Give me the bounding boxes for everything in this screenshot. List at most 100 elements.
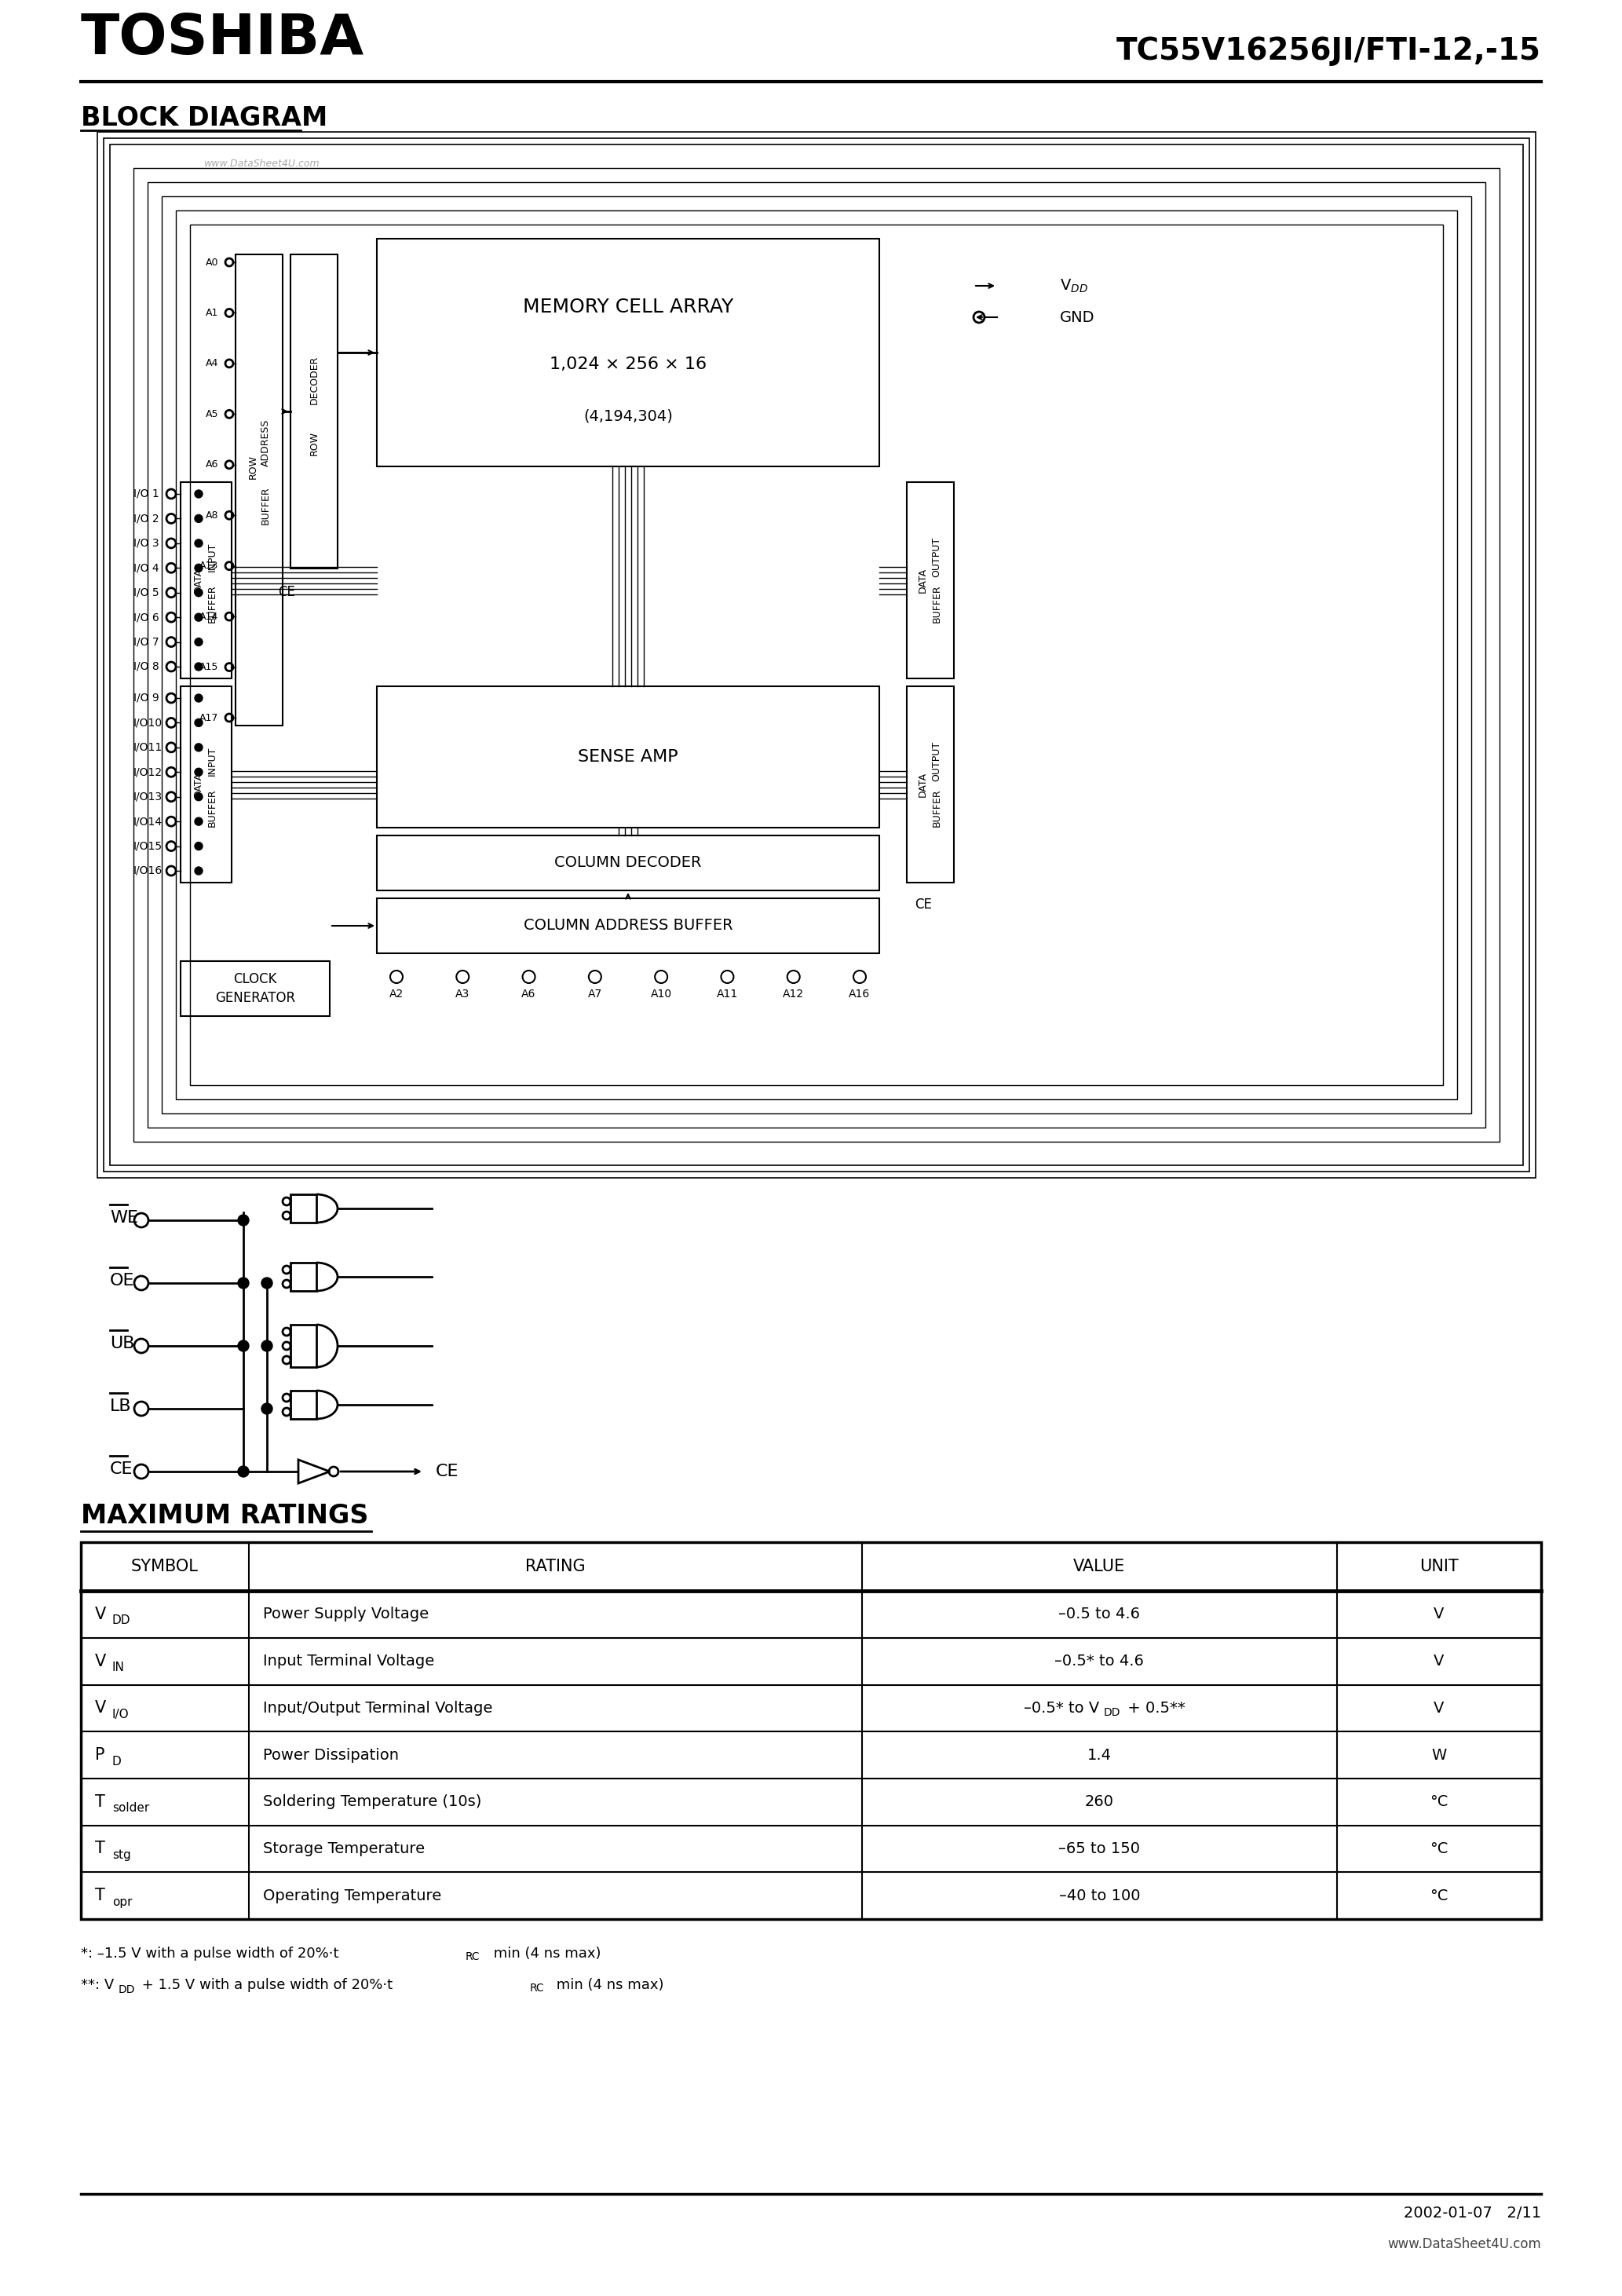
Text: stg: stg	[112, 1848, 131, 1862]
Text: MEMORY CELL ARRAY: MEMORY CELL ARRAY	[522, 298, 733, 317]
Bar	[376, 898, 879, 953]
Text: www.DataSheet4U.com: www.DataSheet4U.com	[204, 158, 320, 170]
Text: Soldering Temperature (10s): Soldering Temperature (10s)	[263, 1795, 482, 1809]
Bar	[110, 145, 1523, 1166]
Text: INPUT: INPUT	[208, 746, 217, 776]
Text: DATA: DATA	[193, 567, 203, 592]
Text: LB: LB	[110, 1398, 131, 1414]
Text: DD: DD	[1103, 1708, 1121, 1717]
Circle shape	[195, 769, 203, 776]
Text: WE: WE	[110, 1210, 138, 1226]
Text: V: V	[1434, 1607, 1444, 1621]
Text: V: V	[1434, 1701, 1444, 1715]
Text: CE: CE	[436, 1463, 459, 1479]
Text: min (4 ns max): min (4 ns max)	[551, 1977, 663, 1993]
Text: ROW: ROW	[248, 455, 258, 478]
Text: DATA: DATA	[918, 567, 928, 592]
Text: I/O 5: I/O 5	[133, 588, 159, 599]
Text: Power Dissipation: Power Dissipation	[263, 1747, 399, 1763]
Text: Power Supply Voltage: Power Supply Voltage	[263, 1607, 428, 1621]
Text: A7: A7	[587, 990, 602, 999]
Text: A14: A14	[200, 611, 219, 622]
Text: ADDRESS: ADDRESS	[260, 420, 271, 466]
Text: DD: DD	[112, 1614, 131, 1626]
Bar	[81, 1543, 1541, 1919]
Text: I/O 6: I/O 6	[133, 611, 159, 622]
Text: DATA: DATA	[193, 771, 203, 797]
Text: GND: GND	[1059, 310, 1095, 324]
Text: A6: A6	[522, 990, 535, 999]
Text: A15: A15	[200, 661, 219, 673]
Circle shape	[238, 1215, 248, 1226]
Circle shape	[238, 1277, 248, 1288]
Text: –0.5 to 4.6: –0.5 to 4.6	[1059, 1607, 1140, 1621]
Text: I/O12: I/O12	[133, 767, 162, 778]
Text: A4: A4	[206, 358, 219, 370]
Bar	[290, 1263, 316, 1290]
Text: MAXIMUM RATINGS: MAXIMUM RATINGS	[81, 1504, 368, 1529]
Text: OUTPUT: OUTPUT	[931, 742, 942, 781]
Text: Input/Output Terminal Voltage: Input/Output Terminal Voltage	[263, 1701, 493, 1715]
Text: 260: 260	[1085, 1795, 1114, 1809]
Text: V: V	[96, 1653, 105, 1669]
Text: CLOCK: CLOCK	[234, 971, 277, 987]
Circle shape	[238, 1341, 248, 1352]
Text: A10: A10	[650, 990, 672, 999]
Bar	[190, 225, 1444, 1086]
Text: D: D	[112, 1756, 122, 1768]
Text: I/O 9: I/O 9	[133, 693, 159, 703]
Text: Operating Temperature: Operating Temperature	[263, 1887, 441, 1903]
Circle shape	[195, 719, 203, 726]
Bar	[376, 239, 879, 466]
Text: BUFFER: BUFFER	[208, 790, 217, 827]
Text: TC55V16256JI/FTI-12,-15: TC55V16256JI/FTI-12,-15	[1116, 37, 1541, 67]
Text: BUFFER: BUFFER	[931, 585, 942, 622]
Text: + 1.5 V with a pulse width of 20%·t: + 1.5 V with a pulse width of 20%·t	[138, 1977, 393, 1993]
Text: I/O15: I/O15	[133, 840, 162, 852]
Bar	[290, 255, 337, 569]
Text: I/O16: I/O16	[133, 866, 162, 877]
Circle shape	[195, 638, 203, 645]
Text: A6: A6	[206, 459, 219, 471]
Text: BLOCK DIAGRAM: BLOCK DIAGRAM	[81, 106, 328, 131]
Text: (4,194,304): (4,194,304)	[584, 409, 673, 425]
Text: A8: A8	[206, 510, 219, 521]
Text: 1,024 × 256 × 16: 1,024 × 256 × 16	[550, 356, 707, 372]
Text: A3: A3	[456, 990, 470, 999]
Text: T: T	[96, 1841, 105, 1857]
Text: V$_{DD}$: V$_{DD}$	[1059, 278, 1088, 294]
Circle shape	[195, 514, 203, 523]
Text: OE: OE	[110, 1272, 135, 1288]
Text: –40 to 100: –40 to 100	[1059, 1887, 1140, 1903]
Text: **: V: **: V	[81, 1977, 114, 1993]
Bar	[907, 482, 954, 677]
Text: °C: °C	[1429, 1795, 1448, 1809]
Text: TOSHIBA: TOSHIBA	[81, 11, 365, 67]
Text: UNIT: UNIT	[1419, 1559, 1458, 1575]
Text: I/O 8: I/O 8	[133, 661, 159, 673]
Text: DECODER: DECODER	[308, 356, 320, 404]
Circle shape	[195, 664, 203, 670]
Text: opr: opr	[112, 1896, 133, 1908]
Circle shape	[195, 588, 203, 597]
Bar	[290, 1391, 316, 1419]
Text: ROW: ROW	[308, 432, 320, 455]
Text: RATING: RATING	[526, 1559, 586, 1575]
Text: T: T	[96, 1793, 105, 1809]
Text: V: V	[96, 1607, 105, 1623]
Bar	[235, 255, 282, 726]
Text: I/O13: I/O13	[133, 792, 162, 801]
Bar	[290, 1194, 316, 1221]
Circle shape	[195, 744, 203, 751]
Circle shape	[195, 693, 203, 703]
Circle shape	[195, 489, 203, 498]
Bar	[907, 687, 954, 882]
Text: Storage Temperature: Storage Temperature	[263, 1841, 425, 1855]
Text: °C: °C	[1429, 1841, 1448, 1855]
Text: I/O 3: I/O 3	[133, 537, 159, 549]
Bar	[133, 168, 1499, 1141]
Text: I/O10: I/O10	[133, 716, 162, 728]
Text: DD: DD	[118, 1984, 135, 1995]
Circle shape	[261, 1403, 272, 1414]
Text: OUTPUT: OUTPUT	[931, 537, 942, 576]
